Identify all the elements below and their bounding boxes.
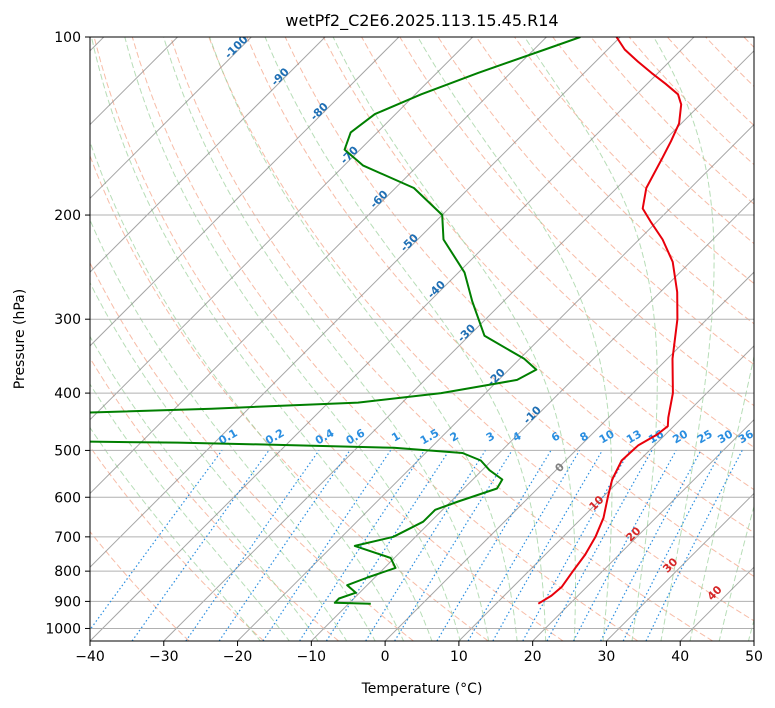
y-tick-label: 800 [54, 564, 81, 580]
isotherm [90, 37, 326, 273]
x-axis-label: Temperature (°C) [361, 681, 483, 697]
isotherm [90, 37, 547, 495]
isotherm [458, 345, 754, 641]
moist-adiabat [90, 281, 348, 641]
x-tick-label: 20 [524, 649, 542, 665]
isotherm [90, 37, 621, 568]
dry-adiabat [208, 37, 754, 622]
y-tick-label: 400 [54, 386, 81, 402]
moist-adiabat [90, 426, 262, 641]
profile-lines [90, 37, 683, 605]
isotherm [90, 37, 400, 347]
mixing-ratio-label: 36 [736, 427, 756, 446]
dry-adiabat [90, 357, 339, 641]
isotherm [384, 271, 754, 641]
axes: −40 −30 −20 −10 0 10 20 30 40 50 100 200 300 400 500 60… [45, 30, 763, 665]
moist-adiabat [90, 218, 376, 641]
mixing-ratio-line [325, 450, 450, 641]
dewpoint-profile [90, 37, 581, 605]
x-tick-label: 0 [381, 649, 390, 665]
isotherm [237, 123, 754, 641]
mixing-ratio-line [299, 450, 425, 641]
mixing-ratio-line [218, 450, 351, 641]
moist-adiabat [90, 335, 319, 641]
x-tick-label: −40 [75, 649, 105, 665]
x-tick-label: 10 [450, 649, 468, 665]
isotherm [310, 197, 754, 641]
isotherm [606, 492, 754, 641]
y-axis-label: Pressure (hPa) [12, 289, 28, 389]
dry-adiabat [90, 530, 190, 641]
x-tick-label: −20 [223, 649, 253, 665]
mixing-ratio-line [522, 450, 631, 641]
dry-adiabat [361, 37, 754, 448]
x-tick-label: −30 [149, 649, 179, 665]
y-tick-label: 300 [54, 312, 81, 328]
temperature-profile [537, 37, 683, 605]
plot-frame [89, 36, 755, 642]
moist-adiabat [209, 37, 518, 641]
moist-adiabat [124, 37, 461, 641]
mixing-ratio-line [572, 450, 677, 641]
isotherm [532, 418, 754, 641]
moist-adiabat [264, 37, 547, 641]
isotherm [90, 37, 695, 641]
x-tick-label: −10 [297, 649, 327, 665]
y-tick-label: 1000 [45, 621, 81, 637]
mixing-ratio-line [546, 450, 653, 641]
x-tick-label: 40 [671, 649, 689, 665]
dry-adiabat [93, 37, 564, 641]
moist-adiabat [90, 383, 291, 641]
y-tick-label: 700 [54, 530, 81, 546]
dry-adiabat [170, 37, 713, 641]
mixing-ratio-line [262, 450, 392, 641]
chart-title: wetPf2_C2E6.2025.113.15.45.R14 [285, 11, 558, 31]
mixing-ratio-line [131, 450, 270, 641]
dry-adiabat [475, 37, 754, 325]
mixing-ratio-line [394, 450, 513, 641]
mixing-ratio-line [185, 450, 320, 641]
moist-adiabat [163, 37, 490, 641]
y-tick-label: 500 [54, 443, 81, 459]
x-tick-label: 30 [598, 649, 616, 665]
y-tick-label: 200 [54, 208, 81, 224]
isotherm [163, 50, 754, 641]
moist-adiabat [689, 354, 754, 641]
dry-adiabat [90, 154, 489, 641]
moist-adiabat [90, 140, 405, 641]
y-tick-label: 100 [54, 30, 81, 46]
x-tick-label: 50 [745, 649, 763, 665]
moist-adiabat [524, 37, 658, 641]
dry-adiabat [514, 37, 754, 285]
moist-adiabat [91, 37, 433, 641]
moist-adiabat [653, 37, 715, 641]
moist-adiabat [332, 37, 576, 641]
isotherm [90, 37, 474, 421]
dry-adiabat [399, 37, 754, 407]
dry-adiabat [90, 445, 265, 641]
mixing-ratio-line [622, 450, 722, 641]
background-lines [90, 37, 754, 641]
isotherm [90, 37, 252, 200]
dry-adiabat [246, 37, 754, 577]
mixing-ratio-line [90, 450, 223, 631]
y-tick-label: 900 [54, 594, 81, 610]
mixing-ratio-line [645, 450, 743, 641]
y-tick-label: 600 [54, 490, 81, 506]
